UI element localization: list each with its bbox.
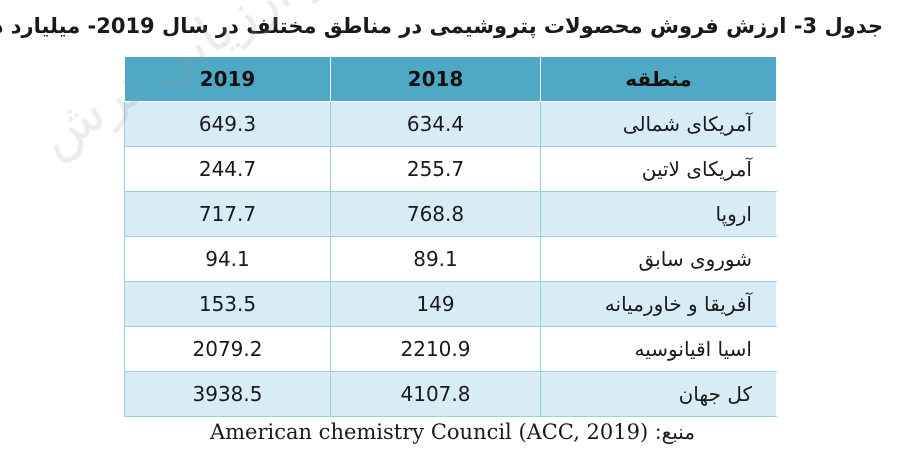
- value-2018-cell: 2210.9: [330, 326, 541, 372]
- region-cell: شوروی سابق: [540, 236, 777, 282]
- value-2018-cell: 4107.8: [330, 371, 541, 417]
- value-2019-cell: 3938.5: [124, 371, 331, 417]
- value-2018-cell: 634.4: [330, 101, 541, 147]
- value-2018-cell: 768.8: [330, 191, 541, 237]
- region-cell: آمریکای شمالی: [540, 101, 777, 147]
- table-row: اسیا اقیانوسیه 2210.9 2079.2: [124, 326, 777, 372]
- region-cell: اروپا: [540, 191, 777, 237]
- table-row: شوروی سابق 89.1 94.1: [124, 236, 777, 282]
- table-row: آفریقا و خاورمیانه 149 153.5: [124, 281, 777, 327]
- value-2019-cell: 717.7: [124, 191, 331, 237]
- value-2019-cell: 244.7: [124, 146, 331, 192]
- region-cell: کل جهان: [540, 371, 777, 417]
- source-line: American chemistry Council (ACC, 2019) م…: [0, 412, 905, 452]
- value-2018-cell: 89.1: [330, 236, 541, 282]
- table-title: جدول 3- ارزش فروش محصولات پتروشیمی در من…: [0, 14, 883, 38]
- region-cell: آمریکای لاتین: [540, 146, 777, 192]
- value-2018-cell: 255.7: [330, 146, 541, 192]
- value-2019-cell: 649.3: [124, 101, 331, 147]
- sales-table: منطقه 2018 2019 آمریکای شمالی 634.4 649.…: [124, 56, 777, 417]
- table-row: آمریکای شمالی 634.4 649.3: [124, 101, 777, 147]
- table-row-total: کل جهان 4107.8 3938.5: [124, 371, 777, 417]
- table-row: اروپا 768.8 717.7: [124, 191, 777, 237]
- value-2018-cell: 149: [330, 281, 541, 327]
- table-header-row: منطقه 2018 2019: [124, 56, 777, 102]
- value-2019-cell: 94.1: [124, 236, 331, 282]
- value-2019-cell: 2079.2: [124, 326, 331, 372]
- header-region: منطقه: [540, 56, 777, 102]
- region-cell: آفریقا و خاورمیانه: [540, 281, 777, 327]
- header-2019: 2019: [124, 56, 331, 102]
- table-row: آمریکای لاتین 255.7 244.7: [124, 146, 777, 192]
- source-text: American chemistry Council (ACC, 2019): [209, 420, 649, 444]
- header-2018: 2018: [330, 56, 541, 102]
- source-label: منبع:: [654, 420, 696, 444]
- value-2019-cell: 153.5: [124, 281, 331, 327]
- region-cell: اسیا اقیانوسیه: [540, 326, 777, 372]
